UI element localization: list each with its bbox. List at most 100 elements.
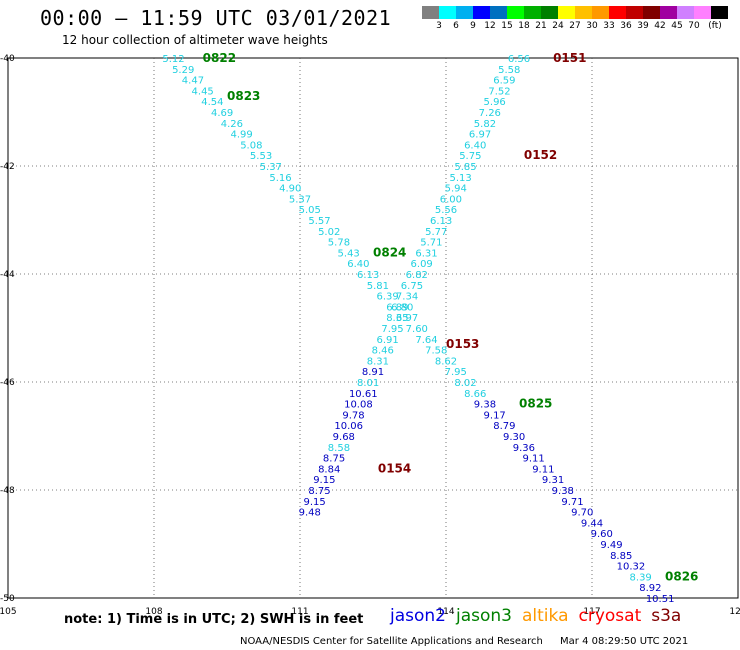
- legend-tick-label: 45: [671, 21, 683, 31]
- legend-tick-label: 36: [620, 21, 632, 31]
- swh-value: 5.75: [459, 151, 481, 162]
- swh-value: 9.44: [581, 518, 603, 529]
- swh-value: 6.40: [464, 140, 486, 151]
- pass-time-label: 0825: [519, 397, 552, 411]
- swh-value: 9.38: [552, 486, 574, 497]
- swh-value: 5.05: [299, 205, 321, 216]
- pass-time-label: 0826: [665, 569, 698, 583]
- legend-swatch: [626, 6, 643, 19]
- swh-value: 8.91: [362, 367, 384, 378]
- swh-value: 9.30: [503, 432, 525, 443]
- swh-value: 9.70: [571, 508, 593, 519]
- swh-value: 5.02: [318, 227, 340, 238]
- satellite-legend-jason2: jason2: [390, 606, 446, 626]
- swh-value: 6.39: [376, 292, 398, 303]
- swh-value: 8.35: [386, 313, 408, 324]
- swh-value: 5.71: [420, 238, 442, 249]
- pass-time-label: 0822: [203, 51, 236, 65]
- swh-value: 5.37: [289, 194, 311, 205]
- swh-value: 5.78: [328, 238, 350, 249]
- swh-value: 10.32: [617, 562, 646, 573]
- legend-tick-label: 24: [552, 21, 564, 31]
- legend-swatch: [558, 6, 575, 19]
- swh-value: 8.75: [308, 486, 330, 497]
- pass-time-label: 0154: [378, 461, 411, 475]
- legend-swatch: [711, 6, 728, 19]
- legend-tick-label: 42: [654, 21, 666, 31]
- legend-tick-label: 33: [603, 21, 615, 31]
- lon-tick-label: 114: [437, 607, 454, 617]
- swh-value: 5.37: [260, 162, 282, 173]
- swh-value: 7.26: [479, 108, 501, 119]
- swh-value: 4.90: [279, 184, 301, 195]
- swh-value: 6.56: [508, 54, 530, 65]
- swh-value: 5.13: [449, 173, 471, 184]
- legend-tick-label: 21: [535, 21, 547, 31]
- footer: NOAA/NESDIS Center for Satellite Applica…: [240, 636, 688, 647]
- swh-value: 8.46: [372, 346, 394, 357]
- legend-swatch: [439, 6, 456, 19]
- swh-value: 5.56: [435, 205, 457, 216]
- legend-swatch: [660, 6, 677, 19]
- swh-value: 6.13: [357, 270, 379, 281]
- lon-tick-label: 111: [291, 607, 308, 617]
- swh-value: 6.09: [411, 259, 433, 270]
- swh-value: 9.15: [313, 475, 335, 486]
- swh-value: 6.59: [493, 76, 515, 87]
- swh-value: 9.11: [522, 454, 544, 465]
- swh-value: 10.06: [334, 421, 363, 432]
- swh-value: 5.57: [308, 216, 330, 227]
- swh-value: 9.38: [474, 400, 496, 411]
- swh-value: 8.01: [357, 378, 379, 389]
- swh-value: 4.54: [201, 97, 223, 108]
- swh-value: 5.58: [498, 65, 520, 76]
- legend-tick-label: 30: [586, 21, 598, 31]
- legend-swatch: [507, 6, 524, 19]
- swh-value: 9.71: [561, 497, 583, 508]
- pass-time-label: 0824: [373, 245, 406, 259]
- legend-swatch: [541, 6, 558, 19]
- swh-value: 4.99: [230, 130, 252, 141]
- legend-swatch: [575, 6, 592, 19]
- satellite-legend: jason2 jason3 altika cryosat s3a: [390, 606, 691, 626]
- swh-value: 8.62: [435, 356, 457, 367]
- legend-swatch: [524, 6, 541, 19]
- swh-value: 6.82: [406, 270, 428, 281]
- swh-value: 9.15: [303, 497, 325, 508]
- swh-value: 8.84: [318, 464, 340, 475]
- swh-value: 6.89: [386, 302, 408, 313]
- swh-value: 7.58: [425, 346, 447, 357]
- swh-value: 7.64: [415, 335, 437, 346]
- swh-value: 9.48: [299, 508, 321, 519]
- swh-value: 5.81: [367, 281, 389, 292]
- footer-credit: NOAA/NESDIS Center for Satellite Applica…: [240, 636, 543, 647]
- swh-value: 4.26: [221, 119, 243, 130]
- swh-value: 5.53: [250, 151, 272, 162]
- swh-value: 8.58: [328, 443, 350, 454]
- legend-tick-label: 6: [453, 21, 459, 31]
- satellite-legend-jason3: jason3: [456, 606, 512, 626]
- swh-value: 8.66: [464, 389, 486, 400]
- swh-value: 4.47: [182, 76, 204, 87]
- swh-value: 6.31: [415, 248, 437, 259]
- footer-timestamp: Mar 4 08:29:50 UTC 2021: [560, 636, 689, 647]
- swh-value: 4.45: [192, 86, 214, 97]
- swh-value: 6.75: [401, 281, 423, 292]
- swh-value: 10.51: [646, 594, 675, 605]
- legend-swatch: [473, 6, 490, 19]
- legend-swatch: [609, 6, 626, 19]
- map-frame: [7, 57, 739, 599]
- swh-value: 6.13: [430, 216, 452, 227]
- lat-tick-label: -48: [0, 486, 15, 496]
- swh-value: 5.96: [484, 97, 506, 108]
- legend-tick-label: 15: [501, 21, 513, 31]
- swh-value: 6.80: [391, 302, 413, 313]
- satellite-legend-s3a: s3a: [651, 606, 682, 626]
- swh-value: 4.69: [211, 108, 233, 119]
- page-title: 00:00 – 11:59 UTC 03/01/2021: [40, 6, 392, 30]
- swh-value: 9.36: [513, 443, 535, 454]
- legend-swatch: [677, 6, 694, 19]
- swh-value: 9.11: [532, 464, 554, 475]
- legend-swatch: [422, 6, 439, 19]
